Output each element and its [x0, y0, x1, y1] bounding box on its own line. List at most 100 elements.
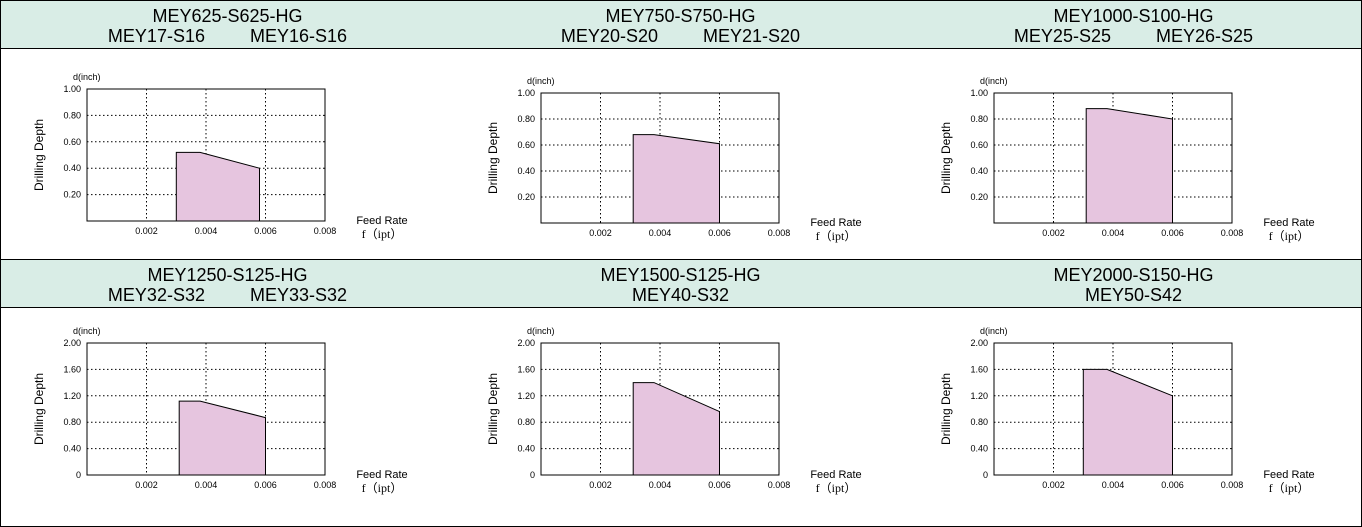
model-variant-a: MEY17-S16	[107, 26, 205, 46]
model-variant-b: MEY16-S16	[250, 26, 348, 46]
x-unit-label: f（ipt）	[1269, 229, 1310, 243]
y-tick-label: 2.00	[517, 338, 535, 348]
y-tick-label: 0.60	[517, 140, 535, 150]
x-unit-label: f（ipt）	[816, 229, 857, 243]
x-axis-label: Feed Rate	[356, 215, 407, 227]
y-axis-label: Drilling Depth	[486, 373, 500, 445]
header-group-1: MEY625-S625-HG MEY17-S16 MEY16-S16	[1, 1, 454, 48]
x-tick-label: 0.008	[314, 226, 337, 236]
x-axis-label: Feed Rate	[1263, 469, 1314, 481]
model-title: MEY1000-S100-HG	[1053, 6, 1214, 26]
y-unit-label: d(inch)	[527, 326, 555, 336]
model-variant-a: MEY32-S32	[107, 285, 205, 305]
y-tick-label: 2.00	[970, 338, 988, 348]
y-tick-label: 0.40	[517, 444, 535, 454]
model-variant-b: MEY21-S20	[703, 26, 801, 46]
model-variant-a: MEY25-S25	[1013, 26, 1111, 46]
depth-area	[632, 382, 720, 476]
y-tick-label: 0.40	[517, 166, 535, 176]
y-axis-label: Drilling Depth	[939, 373, 953, 445]
y-tick-label: 0	[983, 470, 988, 480]
y-unit-label: d(inch)	[73, 326, 101, 336]
y-tick-label: 1.20	[970, 391, 988, 401]
y-tick-label: 1.00	[517, 88, 535, 98]
y-tick-label: 0	[76, 470, 81, 480]
model-subtitle: MEY17-S16 MEY16-S16	[1, 26, 454, 46]
x-tick-label: 0.004	[195, 480, 218, 490]
x-tick-label: 0.006	[254, 226, 277, 236]
depth-area	[1082, 368, 1173, 476]
x-tick-label: 0.004	[649, 480, 672, 490]
x-tick-label: 0.006	[708, 480, 731, 490]
y-tick-label: 0.80	[970, 417, 988, 427]
x-tick-label: 0.002	[589, 228, 612, 238]
header-group-2: MEY750-S750-HG MEY20-S20 MEY21-S20	[454, 1, 907, 48]
y-tick-label: 0.40	[63, 163, 81, 173]
header-group-3: MEY1000-S100-HG MEY25-S25 MEY26-S25	[907, 1, 1360, 48]
x-tick-label: 0.004	[195, 226, 218, 236]
model-variant-b: MEY33-S32	[250, 285, 348, 305]
x-tick-label: 0.006	[254, 480, 277, 490]
y-tick-label: 2.00	[63, 338, 81, 348]
x-tick-label: 0.008	[768, 228, 791, 238]
x-tick-label: 0.002	[1042, 480, 1065, 490]
y-tick-label: 0.80	[63, 417, 81, 427]
y-axis-label: Drilling Depth	[486, 122, 500, 194]
header-band-bottom: MEY1250-S125-HG MEY32-S32 MEY33-S32 MEY1…	[1, 259, 1361, 308]
depth-area	[175, 151, 260, 222]
x-tick-label: 0.002	[135, 226, 158, 236]
y-tick-label: 0.40	[63, 444, 81, 454]
header-group-4: MEY1250-S125-HG MEY32-S32 MEY33-S32	[1, 260, 454, 307]
y-tick-label: 0.40	[970, 444, 988, 454]
y-tick-label: 0.40	[970, 166, 988, 176]
y-unit-label: d(inch)	[527, 76, 555, 86]
y-tick-label: 1.20	[63, 391, 81, 401]
model-subtitle: MEY32-S32 MEY33-S32	[1, 285, 454, 305]
y-tick-label: 0.80	[517, 114, 535, 124]
y-axis-label: Drilling Depth	[939, 122, 953, 194]
x-unit-label: f（ipt）	[362, 481, 403, 495]
y-tick-label: 1.60	[517, 364, 535, 374]
model-title: MEY2000-S150-HG	[1053, 265, 1214, 285]
model-variant-a: MEY40-S32	[631, 285, 730, 305]
y-axis-label: Drilling Depth	[32, 373, 46, 445]
y-tick-label: 0	[530, 470, 535, 480]
y-tick-label: 0.80	[63, 110, 81, 120]
x-axis-label: Feed Rate	[356, 469, 407, 481]
y-tick-label: 1.00	[970, 88, 988, 98]
model-title: MEY1500-S125-HG	[600, 265, 761, 285]
y-tick-label: 0.80	[517, 417, 535, 427]
header-group-5: MEY1500-S125-HG MEY40-S32	[454, 260, 907, 307]
x-tick-label: 0.008	[1221, 228, 1244, 238]
y-tick-label: 0.20	[517, 192, 535, 202]
y-tick-label: 0.80	[970, 114, 988, 124]
header-band-top: MEY625-S625-HG MEY17-S16 MEY16-S16 MEY75…	[1, 1, 1361, 49]
x-axis-label: Feed Rate	[810, 469, 861, 481]
x-unit-label: f（ipt）	[362, 227, 403, 241]
depth-area	[1085, 108, 1173, 224]
x-tick-label: 0.008	[768, 480, 791, 490]
model-title: MEY1250-S125-HG	[147, 265, 308, 285]
y-unit-label: d(inch)	[73, 72, 101, 82]
x-tick-label: 0.008	[1221, 480, 1244, 490]
model-variant-a: MEY20-S20	[560, 26, 658, 46]
x-tick-label: 0.006	[1161, 228, 1184, 238]
y-unit-label: d(inch)	[980, 76, 1008, 86]
y-tick-label: 0.60	[970, 140, 988, 150]
model-variant-a: MEY50-S42	[1084, 285, 1183, 305]
x-axis-label: Feed Rate	[810, 217, 861, 229]
model-subtitle: MEY40-S32	[454, 285, 907, 305]
x-tick-label: 0.002	[1042, 228, 1065, 238]
model-subtitle: MEY50-S42	[907, 285, 1360, 305]
y-tick-label: 0.20	[970, 192, 988, 202]
x-unit-label: f（ipt）	[816, 481, 857, 495]
x-tick-label: 0.008	[314, 480, 337, 490]
y-unit-label: d(inch)	[980, 326, 1008, 336]
x-unit-label: f（ipt）	[1269, 481, 1310, 495]
y-tick-label: 1.00	[63, 84, 81, 94]
x-tick-label: 0.004	[1102, 480, 1125, 490]
header-group-6: MEY2000-S150-HG MEY50-S42	[907, 260, 1360, 307]
x-tick-label: 0.004	[1102, 228, 1125, 238]
